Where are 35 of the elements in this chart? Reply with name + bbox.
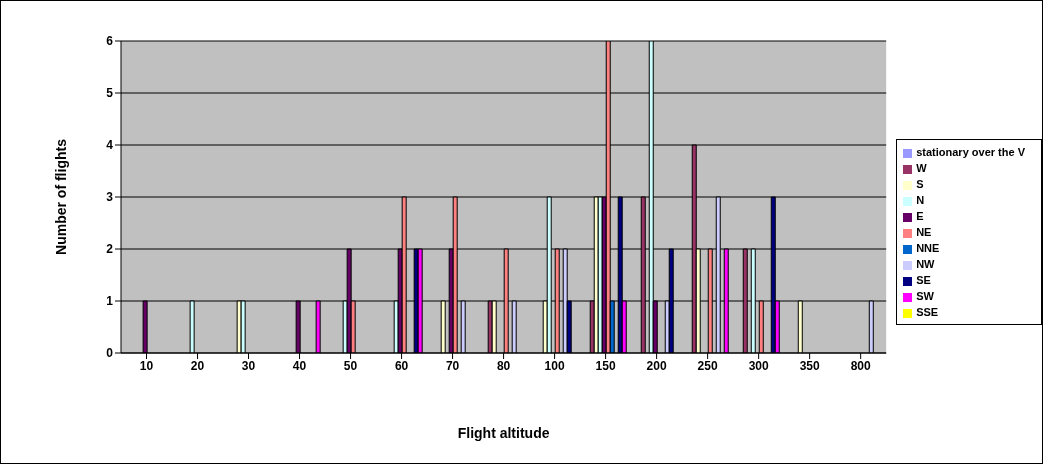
- x-tick-label: 30: [241, 358, 256, 373]
- x-tick-label: 80: [496, 358, 511, 373]
- y-tick-label: 0: [106, 346, 114, 361]
- legend-label: NNE: [916, 242, 940, 254]
- x-tick-label: 50: [343, 358, 358, 373]
- x-tick-label: 800: [850, 358, 871, 373]
- legend-label: W: [916, 162, 927, 174]
- x-tick-label: 100: [544, 358, 565, 373]
- x-tick-label: 60: [394, 358, 409, 373]
- x-tick-label: 10: [139, 358, 154, 373]
- x-tick-label: 40: [292, 358, 307, 373]
- y-tick-label: 2: [106, 242, 114, 257]
- x-tick-label: 350: [799, 358, 820, 373]
- legend-label: S: [916, 178, 924, 190]
- x-tick-label: 300: [748, 358, 769, 373]
- x-tick-label: 70: [445, 358, 460, 373]
- legend-label: NW: [916, 258, 935, 270]
- x-tick-label: 200: [646, 358, 667, 373]
- y-tick-label: 1: [106, 294, 114, 309]
- legend-label: SE: [916, 274, 931, 286]
- legend-label: NE: [916, 226, 932, 238]
- x-axis-title: Flight altitude: [457, 425, 550, 441]
- x-tick-label: 150: [595, 358, 616, 373]
- y-tick-label: 6: [106, 34, 114, 49]
- legend-label: N: [916, 194, 925, 206]
- x-tick-label: 20: [190, 358, 205, 373]
- legend-label: SW: [916, 290, 934, 302]
- y-tick-label: 5: [106, 86, 114, 101]
- y-axis-title: Number of flights: [52, 138, 69, 255]
- legend-label: SSE: [916, 306, 939, 318]
- y-tick-label: 4: [106, 138, 114, 153]
- y-tick-label: 3: [106, 190, 114, 205]
- x-tick-label: 250: [697, 358, 718, 373]
- legend-label: stationary over the V: [916, 146, 1025, 158]
- legend-label: E: [916, 210, 924, 222]
